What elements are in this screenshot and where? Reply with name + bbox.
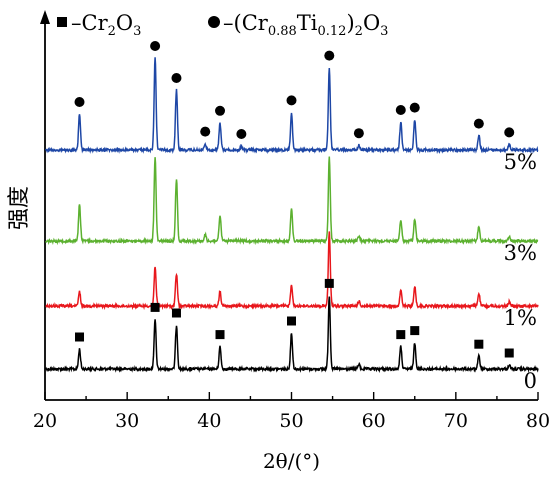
phase-marker-solid-solution (324, 50, 335, 61)
y-axis-arrow (40, 10, 50, 24)
axes: 20 30 40 50 60 70 80 (33, 10, 550, 432)
phase-marker-cr2o3 (75, 332, 85, 342)
phase-marker-solid-solution (504, 127, 515, 138)
x-tick-label: 80 (526, 410, 550, 432)
phase-marker-solid-solution (215, 105, 226, 116)
phase-marker-solid-solution (353, 128, 364, 139)
phase-marker-solid-solution (200, 126, 211, 137)
legend-label-0: –Cr2O3 (71, 11, 141, 39)
series-line-1 (45, 231, 539, 311)
legend-circle-symbol (208, 16, 220, 28)
phase-marker-solid-solution (236, 129, 247, 139)
phase-marker-solid-solution (395, 105, 406, 115)
phase-marker-solid-solution (473, 118, 484, 129)
legend: –Cr2O3 –(Cr0.88Ti0.12)2O3 (57, 11, 388, 39)
x-tick-label: 70 (444, 410, 468, 432)
series-line-2 (45, 156, 539, 246)
phase-marker-cr2o3 (396, 330, 406, 340)
phase-marker-solid-solution (409, 102, 420, 113)
phase-marker-solid-solution (171, 73, 182, 83)
x-tick-label: 20 (33, 410, 57, 432)
series-group (45, 57, 539, 374)
phase-marker-cr2o3 (324, 278, 334, 288)
series-line-0 (45, 296, 539, 374)
phase-marker-cr2o3 (287, 316, 296, 326)
series-line-3 (45, 57, 539, 155)
legend-label-1: –(Cr0.88Ti0.12)2O3 (223, 11, 388, 39)
x-tick-label: 30 (115, 410, 139, 432)
x-tick-label: 40 (197, 410, 221, 432)
x-tick-label: 50 (279, 410, 303, 432)
x-axis-title: 2θ/(°) (263, 449, 320, 473)
phase-marker-cr2o3 (215, 330, 225, 340)
series-label-3: 5% (504, 150, 537, 174)
phase-marker-cr2o3 (150, 302, 160, 312)
phase-marker-cr2o3 (410, 326, 420, 336)
series-label-2: 3% (504, 241, 537, 265)
series-labels: 0 1% 3% 5% (504, 150, 537, 393)
phase-marker-cr2o3 (474, 339, 484, 349)
y-axis-title: 强度 (7, 186, 32, 230)
phase-marker-solid-solution (150, 41, 161, 51)
phase-marker-solid-solution (286, 95, 297, 106)
legend-square-symbol (57, 17, 67, 27)
phase-marker-solid-solution (74, 97, 85, 107)
series-label-0: 0 (524, 369, 537, 393)
x-tick-label: 60 (362, 410, 386, 432)
phase-marker-cr2o3 (171, 308, 181, 318)
phase-markers (74, 41, 515, 358)
phase-marker-cr2o3 (504, 348, 514, 358)
series-label-1: 1% (504, 306, 537, 330)
